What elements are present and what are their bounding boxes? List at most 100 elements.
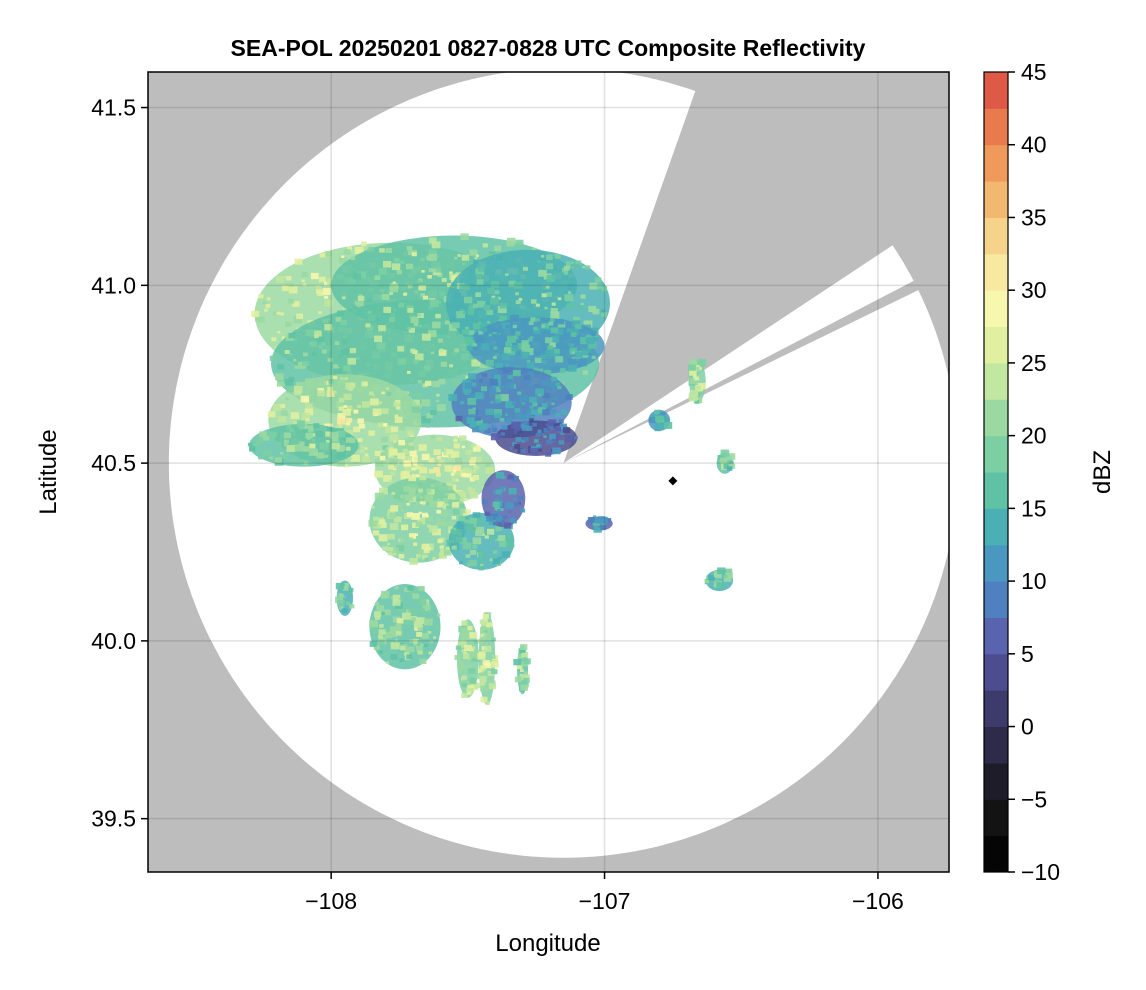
echo-pixel: [535, 318, 540, 322]
echo-pixel: [448, 521, 454, 527]
echo-pixel: [402, 612, 411, 620]
x-tick-label: −106: [852, 888, 904, 914]
echo-pixel: [451, 545, 457, 550]
echo-pixel: [523, 375, 530, 380]
echo-cell-17: [513, 644, 531, 695]
echo-pixel: [430, 435, 435, 439]
echo-pixel: [283, 432, 292, 439]
echo-pixel: [313, 423, 320, 429]
echo-pixel: [417, 379, 422, 384]
echo-pixel: [416, 632, 423, 637]
echo-pixel: [521, 402, 525, 405]
echo-pixel: [547, 425, 554, 431]
echo-pixel: [408, 487, 416, 493]
echo-pixel: [388, 454, 392, 458]
echo-pixel: [499, 315, 507, 322]
echo-pixel: [376, 605, 384, 612]
echo-pixel: [459, 627, 468, 634]
echo-pixel: [412, 593, 420, 599]
echo-pixel: [384, 426, 394, 434]
echo-pixel: [358, 423, 365, 429]
echo-pixel: [273, 404, 282, 411]
echo-pixel: [393, 401, 400, 407]
echo-pixel: [286, 444, 296, 452]
echo-pixel: [485, 359, 494, 367]
echo-pixel: [431, 241, 441, 249]
colorbar-ticks: −10 −5 0 5 10 15 20 25 30 35 40 45: [1008, 59, 1060, 885]
echo-pixel: [601, 286, 608, 291]
echo-cell-19: [704, 567, 734, 592]
echo-pixel: [288, 376, 295, 382]
echo-pixel: [389, 446, 394, 450]
echo-pixel: [382, 546, 388, 551]
echo-pixel: [557, 321, 566, 328]
echo-pixel: [688, 369, 697, 376]
echo-pixel: [466, 523, 475, 531]
echo-pixel: [545, 285, 550, 289]
echo-pixel: [472, 512, 481, 519]
echo-pixel: [462, 311, 467, 315]
echo-pixel: [389, 523, 399, 531]
echo-pixel: [537, 429, 542, 433]
echo-pixel: [336, 430, 346, 438]
echo-pixel: [471, 640, 476, 644]
echo-pixel: [555, 356, 564, 363]
echo-pixel: [436, 509, 442, 514]
echo-pixel: [364, 453, 369, 457]
echo-pixel: [540, 256, 547, 262]
colorbar-segment: [984, 253, 1008, 291]
echo-pixel: [406, 512, 413, 518]
echo-pixel: [247, 442, 253, 447]
echo-pixel: [370, 625, 379, 633]
echo-pixel: [387, 546, 394, 552]
echo-pixel: [495, 398, 502, 404]
echo-pixel: [531, 247, 537, 252]
echo-pixel: [553, 348, 560, 354]
echo-pixel: [357, 438, 363, 443]
echo-pixel: [398, 598, 404, 603]
echo-pixel: [494, 498, 500, 502]
echo-pixel: [492, 521, 498, 526]
echo-pixel: [418, 488, 423, 493]
echo-pixel: [385, 387, 390, 390]
echo-pixel: [483, 618, 488, 622]
echo-pixel: [530, 409, 538, 415]
echo-pixel: [393, 257, 400, 263]
echo-pixel: [505, 363, 509, 367]
echo-pixel: [293, 358, 297, 362]
echo-pixel: [417, 416, 426, 424]
echo-pixel: [426, 412, 433, 419]
echo-pixel: [296, 420, 305, 427]
echo-pixel: [305, 378, 314, 385]
echo-pixel: [462, 622, 467, 626]
echo-pixel: [476, 419, 483, 426]
echo-pixel: [501, 521, 505, 525]
echo-pixel: [492, 558, 500, 565]
echo-pixel: [452, 284, 457, 288]
echo-pixel: [404, 465, 412, 472]
echo-pixel: [544, 306, 548, 310]
echo-pixel: [309, 443, 316, 449]
echo-pixel: [325, 251, 333, 257]
echo-pixel: [495, 394, 502, 400]
echo-pixel: [388, 464, 395, 470]
echo-pixel: [523, 677, 530, 683]
echo-pixel: [535, 388, 545, 396]
echo-pixel: [264, 432, 269, 437]
radar-site-marker: [668, 476, 678, 486]
echo-pixel: [564, 294, 574, 302]
echo-pixel: [600, 309, 605, 313]
echo-pixel: [461, 692, 468, 698]
echo-pixel: [491, 555, 497, 559]
echo-pixel: [537, 407, 546, 414]
echo-pixel: [492, 355, 497, 360]
echo-pixel: [466, 682, 471, 686]
echo-pixel: [262, 449, 272, 457]
echo-pixel: [476, 300, 486, 308]
echo-pixel: [380, 594, 386, 599]
echo-pixel: [379, 522, 387, 528]
echo-pixel: [463, 689, 468, 693]
echo-pixel: [395, 393, 403, 399]
echo-pixel: [281, 285, 289, 292]
echo-pixel: [440, 482, 444, 486]
